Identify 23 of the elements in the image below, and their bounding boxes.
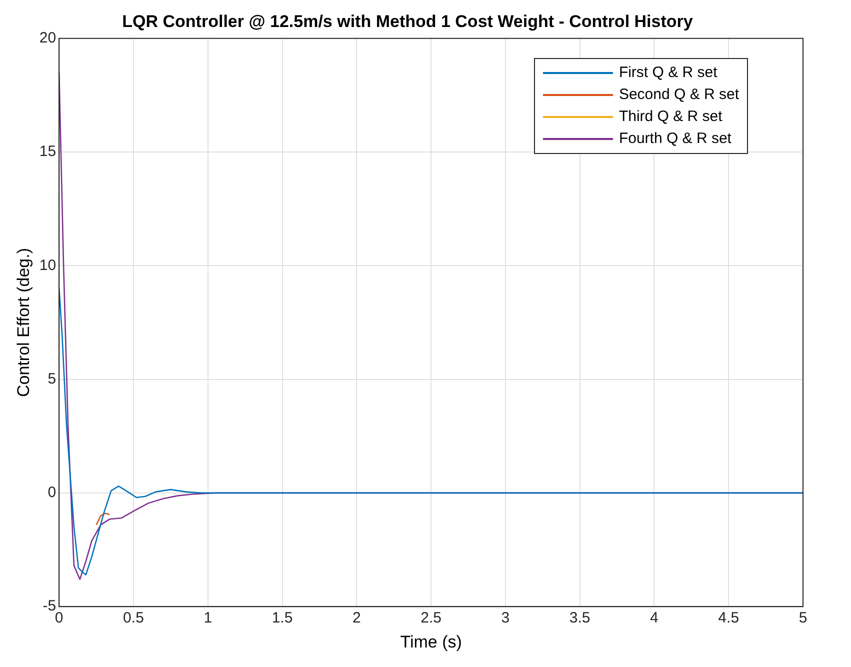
legend-label: Second Q & R set [618,85,739,105]
y-tick-label: -5 [42,598,56,615]
legend-label: First Q & R set [618,63,718,83]
x-tick-label: 4.5 [718,610,740,627]
x-tick-label: 4 [650,610,658,627]
x-tick-label: 3 [501,610,510,627]
x-tick-label: 1 [204,610,212,627]
x-axis-title: Time (s) [400,632,462,652]
y-tick-label: 15 [39,143,56,160]
x-tick-label: 2 [352,610,361,627]
x-tick-label: 0.5 [123,610,144,627]
y-tick-label: 10 [39,256,56,274]
x-tick-label: 2.5 [420,610,442,627]
x-tick-label: 3.5 [569,610,590,627]
y-tick-label: 5 [48,370,56,388]
x-tick-label: 5 [798,610,808,627]
y-tick-label: 20 [39,30,56,47]
y-axis-title: Control Effort (deg.) [14,248,33,397]
legend-label: Fourth Q & R set [618,129,732,149]
y-tick-label: 0 [48,484,56,502]
x-tick-label: 1.5 [272,610,293,627]
chart-title: LQR Controller @ 12.5m/s with Method 1 Cost Weight - Control History [122,12,694,31]
legend-label: Third Q & R set [618,107,722,127]
